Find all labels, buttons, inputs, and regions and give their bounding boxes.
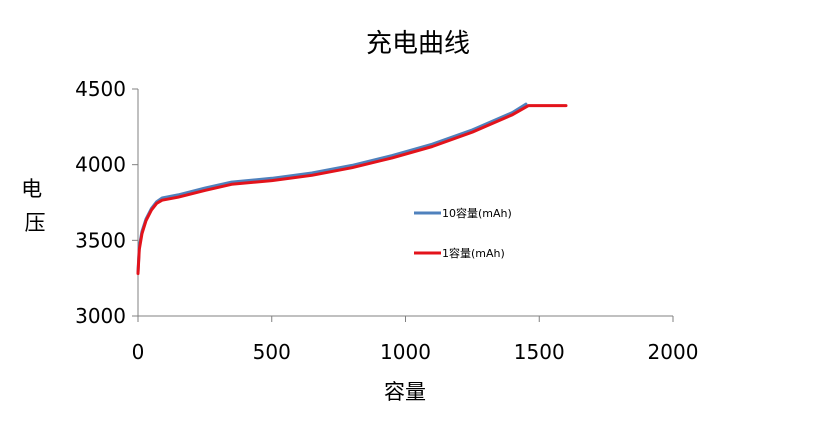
legend-label-2: 1容量(mAh) [442, 246, 505, 260]
x-tick-label: 2000 [648, 340, 699, 364]
y-axis-title: 电 压 [21, 177, 49, 235]
axes [132, 88, 674, 322]
legend-label-1: 10容量(mAh) [442, 206, 512, 220]
x-tick-label: 1000 [380, 340, 431, 364]
series-lines [136, 102, 568, 276]
y-tick-label: 3500 [75, 228, 126, 252]
chart-title: 充电曲线 [366, 29, 470, 59]
x-tick-label: 500 [253, 340, 291, 364]
y-axis-title-char-2: 压 [25, 211, 46, 235]
y-tick-label: 4000 [75, 153, 126, 177]
legend: 10容量(mAh) 1容量(mAh) [414, 206, 512, 260]
x-axis-title: 容量 [384, 380, 426, 404]
y-axis-title-char-1: 电 [21, 177, 42, 201]
x-tick-label: 0 [132, 340, 145, 364]
series-line-2 [136, 104, 568, 276]
tick-labels: 3000 3500 4000 4500 0 500 1000 1500 2000 [75, 77, 698, 364]
x-tick-label: 1500 [514, 340, 565, 364]
y-tick-label: 3000 [75, 304, 126, 328]
y-tick-label: 4500 [75, 77, 126, 101]
